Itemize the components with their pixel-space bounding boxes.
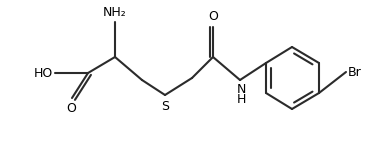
Text: O: O — [66, 102, 76, 115]
Text: H: H — [236, 93, 246, 106]
Text: Br: Br — [348, 66, 362, 78]
Text: O: O — [208, 10, 218, 23]
Text: HO: HO — [34, 66, 53, 80]
Text: N: N — [236, 83, 246, 96]
Text: NH₂: NH₂ — [103, 6, 127, 19]
Text: S: S — [161, 100, 169, 113]
